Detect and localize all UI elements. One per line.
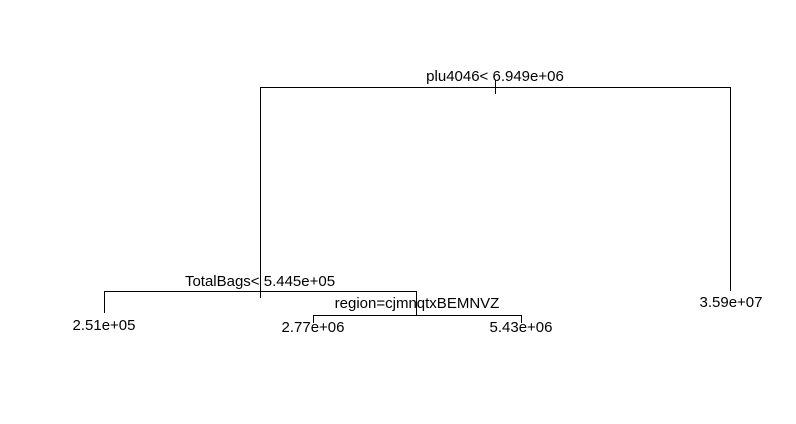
root-split-label: plu4046< 6.949e+06 xyxy=(426,68,564,85)
region-split-connector xyxy=(313,308,522,323)
leaf-label: 3.59e+07 xyxy=(700,294,763,311)
leaf-label: 2.51e+05 xyxy=(73,317,136,334)
leaf-label: 2.77e+06 xyxy=(282,319,345,336)
totalbags-split-label: TotalBags< 5.445e+05 xyxy=(185,273,335,290)
region-split-label: region=cjmnqtxBEMNVZ xyxy=(335,295,500,312)
leaf-label: 5.43e+06 xyxy=(490,319,553,336)
totalbags-split-connector xyxy=(104,284,417,315)
root-split-connector xyxy=(260,80,731,291)
